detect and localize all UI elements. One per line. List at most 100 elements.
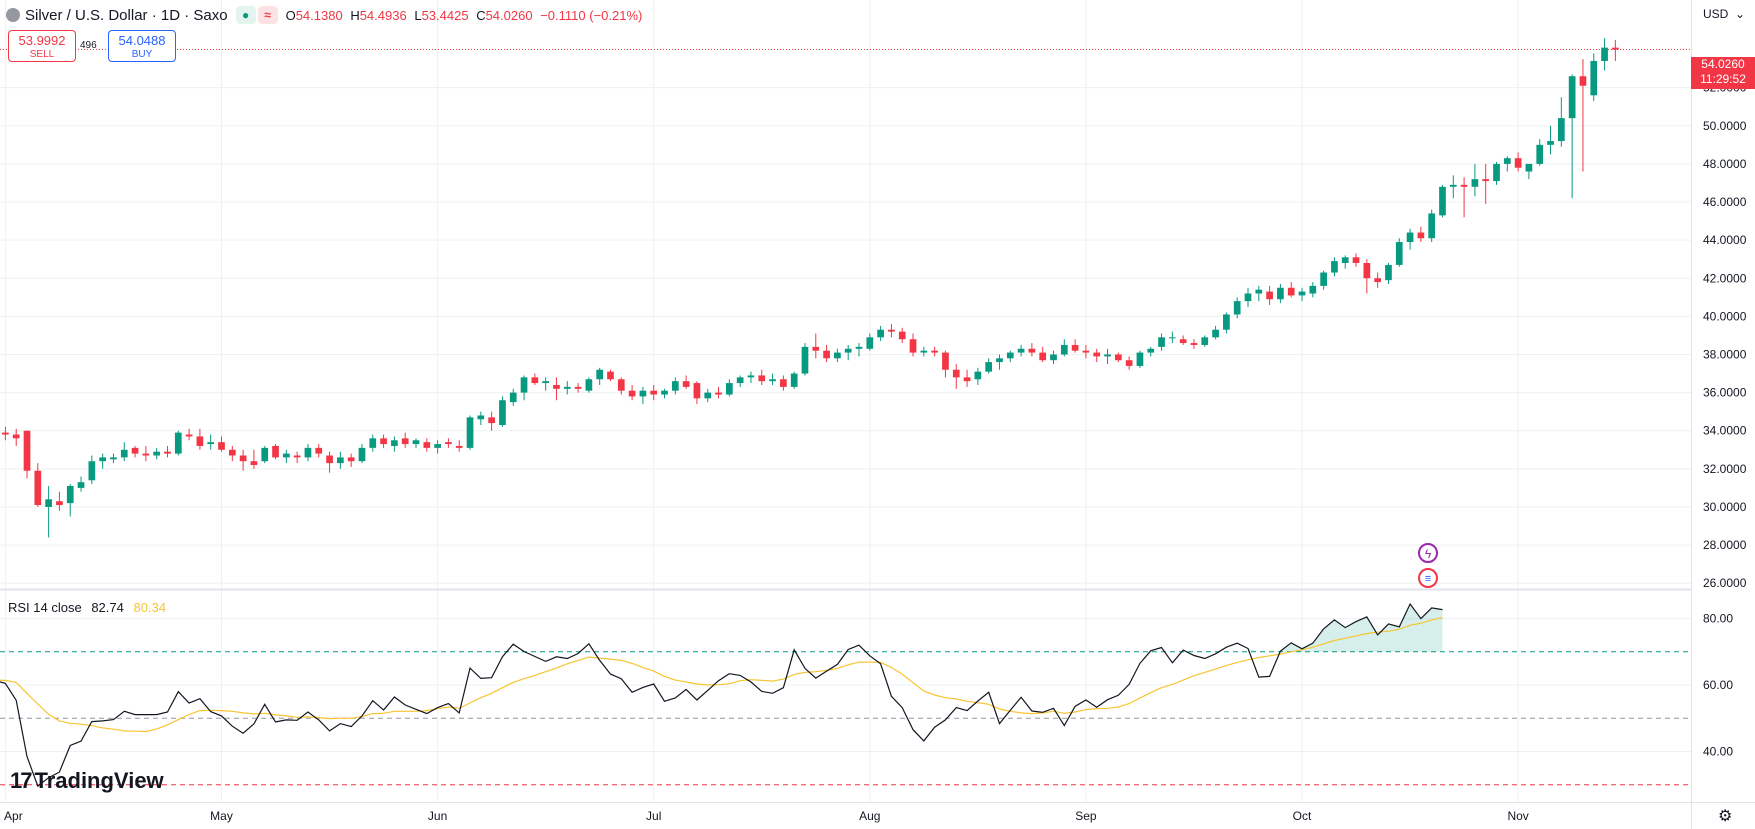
candle-body-2 (12, 434, 20, 439)
last-price: 54.0260 (1701, 57, 1745, 71)
sell-label: SELL (29, 49, 55, 60)
candle-body-76 (812, 346, 820, 351)
candle-body-109 (1169, 337, 1176, 339)
candle-body-43 (455, 445, 463, 448)
candle-body-99 (1060, 344, 1068, 355)
candle-body-137 (1471, 179, 1479, 187)
currency-selector[interactable]: USD ⌄ (1695, 3, 1751, 25)
candle-body-75 (801, 346, 809, 374)
candle-body-103 (1104, 354, 1111, 357)
candle-body-111 (1190, 343, 1198, 345)
time-tick-4: Aug (859, 809, 880, 823)
candle-body-34 (358, 447, 366, 462)
candle-body-11 (110, 457, 117, 460)
candle-body-54 (574, 386, 582, 389)
us-flag-event-icon[interactable]: ≡ (1418, 568, 1438, 588)
currency-label: USD (1703, 7, 1729, 21)
chevron-down-icon: ⌄ (1734, 7, 1745, 21)
candle-body-44 (466, 417, 474, 448)
candle-body-81 (866, 337, 874, 349)
candle-body-55 (585, 379, 593, 391)
candle-body-49 (520, 377, 528, 393)
time-tick-6: Oct (1293, 809, 1312, 823)
candle-body-112 (1201, 337, 1209, 345)
candle-body-90 (963, 377, 971, 382)
candle-body-21 (218, 442, 225, 450)
candle-body-77 (823, 350, 830, 359)
candle-body-12 (120, 449, 128, 458)
candle-body-18 (185, 434, 193, 437)
tradingview-wordmark: TradingView (34, 768, 164, 793)
rsi-tick-1: 60.00 (1703, 678, 1733, 692)
data-delay-icon[interactable]: ≈ (257, 6, 278, 24)
candle-body-26 (272, 445, 279, 458)
candle-body-37 (391, 440, 398, 446)
candle-body-3 (23, 430, 31, 471)
candle-body-110 (1179, 339, 1187, 344)
price-tick-8: 42.0000 (1703, 271, 1747, 285)
symbol-title[interactable]: Silver / U.S. Dollar · 1D · Saxo (25, 6, 228, 24)
candle-body-29 (304, 447, 312, 458)
symbol-legend: Silver / U.S. Dollar · 1D · Saxo ● ≈ O54… (6, 5, 646, 25)
price-tick-5: 36.0000 (1703, 386, 1747, 400)
candle-body-84 (898, 331, 906, 340)
price-tick-4: 34.0000 (1703, 424, 1747, 438)
candle-body-40 (423, 442, 431, 448)
last-price-label: 54.0260 11:29:52 (1691, 57, 1755, 89)
candle-body-120 (1287, 287, 1295, 296)
candle-body-126 (1352, 257, 1360, 264)
candle-body-62 (661, 390, 668, 395)
candle-body-71 (758, 375, 766, 382)
candle-body-19 (196, 436, 204, 446)
candle-body-92 (985, 362, 993, 372)
candle-body-78 (834, 352, 841, 359)
price-tick-7: 40.0000 (1703, 309, 1747, 323)
bar-countdown: 11:29:52 (1700, 72, 1746, 86)
candle-body-73 (780, 379, 787, 387)
rsi-legend[interactable]: RSI 14 close 82.74 80.34 (8, 600, 166, 615)
candle-body-143 (1536, 144, 1544, 164)
candle-body-106 (1136, 352, 1144, 366)
candle-body-124 (1331, 261, 1338, 273)
candle-body-86 (920, 350, 928, 353)
candle-body-15 (153, 451, 161, 456)
candle-body-139 (1493, 163, 1500, 182)
candle-body-85 (909, 339, 917, 353)
buy-button[interactable]: 54.0488 BUY (108, 30, 176, 62)
price-tick-3: 32.0000 (1703, 462, 1747, 476)
candle-body-38 (401, 438, 409, 445)
price-tick-0: 26.0000 (1703, 576, 1747, 590)
price-tick-9: 44.0000 (1703, 233, 1747, 247)
candle-body-47 (499, 400, 506, 426)
time-tick-7: Nov (1507, 809, 1528, 823)
gear-icon[interactable]: ⚙ (1718, 808, 1733, 825)
candle-body-82 (877, 329, 884, 338)
candle-body-69 (736, 377, 744, 384)
sell-button[interactable]: 53.9992 SELL (8, 30, 76, 62)
candle-body-24 (250, 461, 258, 466)
candle-body-10 (99, 457, 106, 462)
candle-body-35 (369, 438, 377, 448)
candle-body-68 (725, 383, 733, 395)
candle-body-46 (488, 417, 495, 424)
candle-body-27 (282, 453, 290, 458)
candle-body-8 (77, 482, 85, 488)
candle-body-144 (1547, 141, 1554, 145)
price-tick-12: 50.0000 (1703, 119, 1747, 133)
lightning-event-icon[interactable]: ϟ (1418, 543, 1438, 563)
candle-body-60 (639, 390, 647, 397)
candle-body-67 (715, 392, 722, 395)
candle-body-16 (164, 451, 171, 454)
candle-body-93 (996, 358, 1003, 363)
candle-body-48 (509, 392, 517, 403)
tradingview-logo[interactable]: 17 TradingView (10, 768, 164, 794)
candle-body-98 (1050, 354, 1057, 361)
ohlc-values: O54.1380 H54.4936 L53.4425 C54.0260 −0.1… (285, 7, 643, 23)
candle-body-141 (1514, 158, 1522, 168)
candle-body-117 (1255, 289, 1263, 294)
candle-body-51 (542, 381, 550, 384)
rsi-tick-2: 80.00 (1703, 612, 1733, 626)
candle-body-50 (531, 377, 539, 384)
market-status-icon[interactable]: ● (235, 6, 256, 24)
